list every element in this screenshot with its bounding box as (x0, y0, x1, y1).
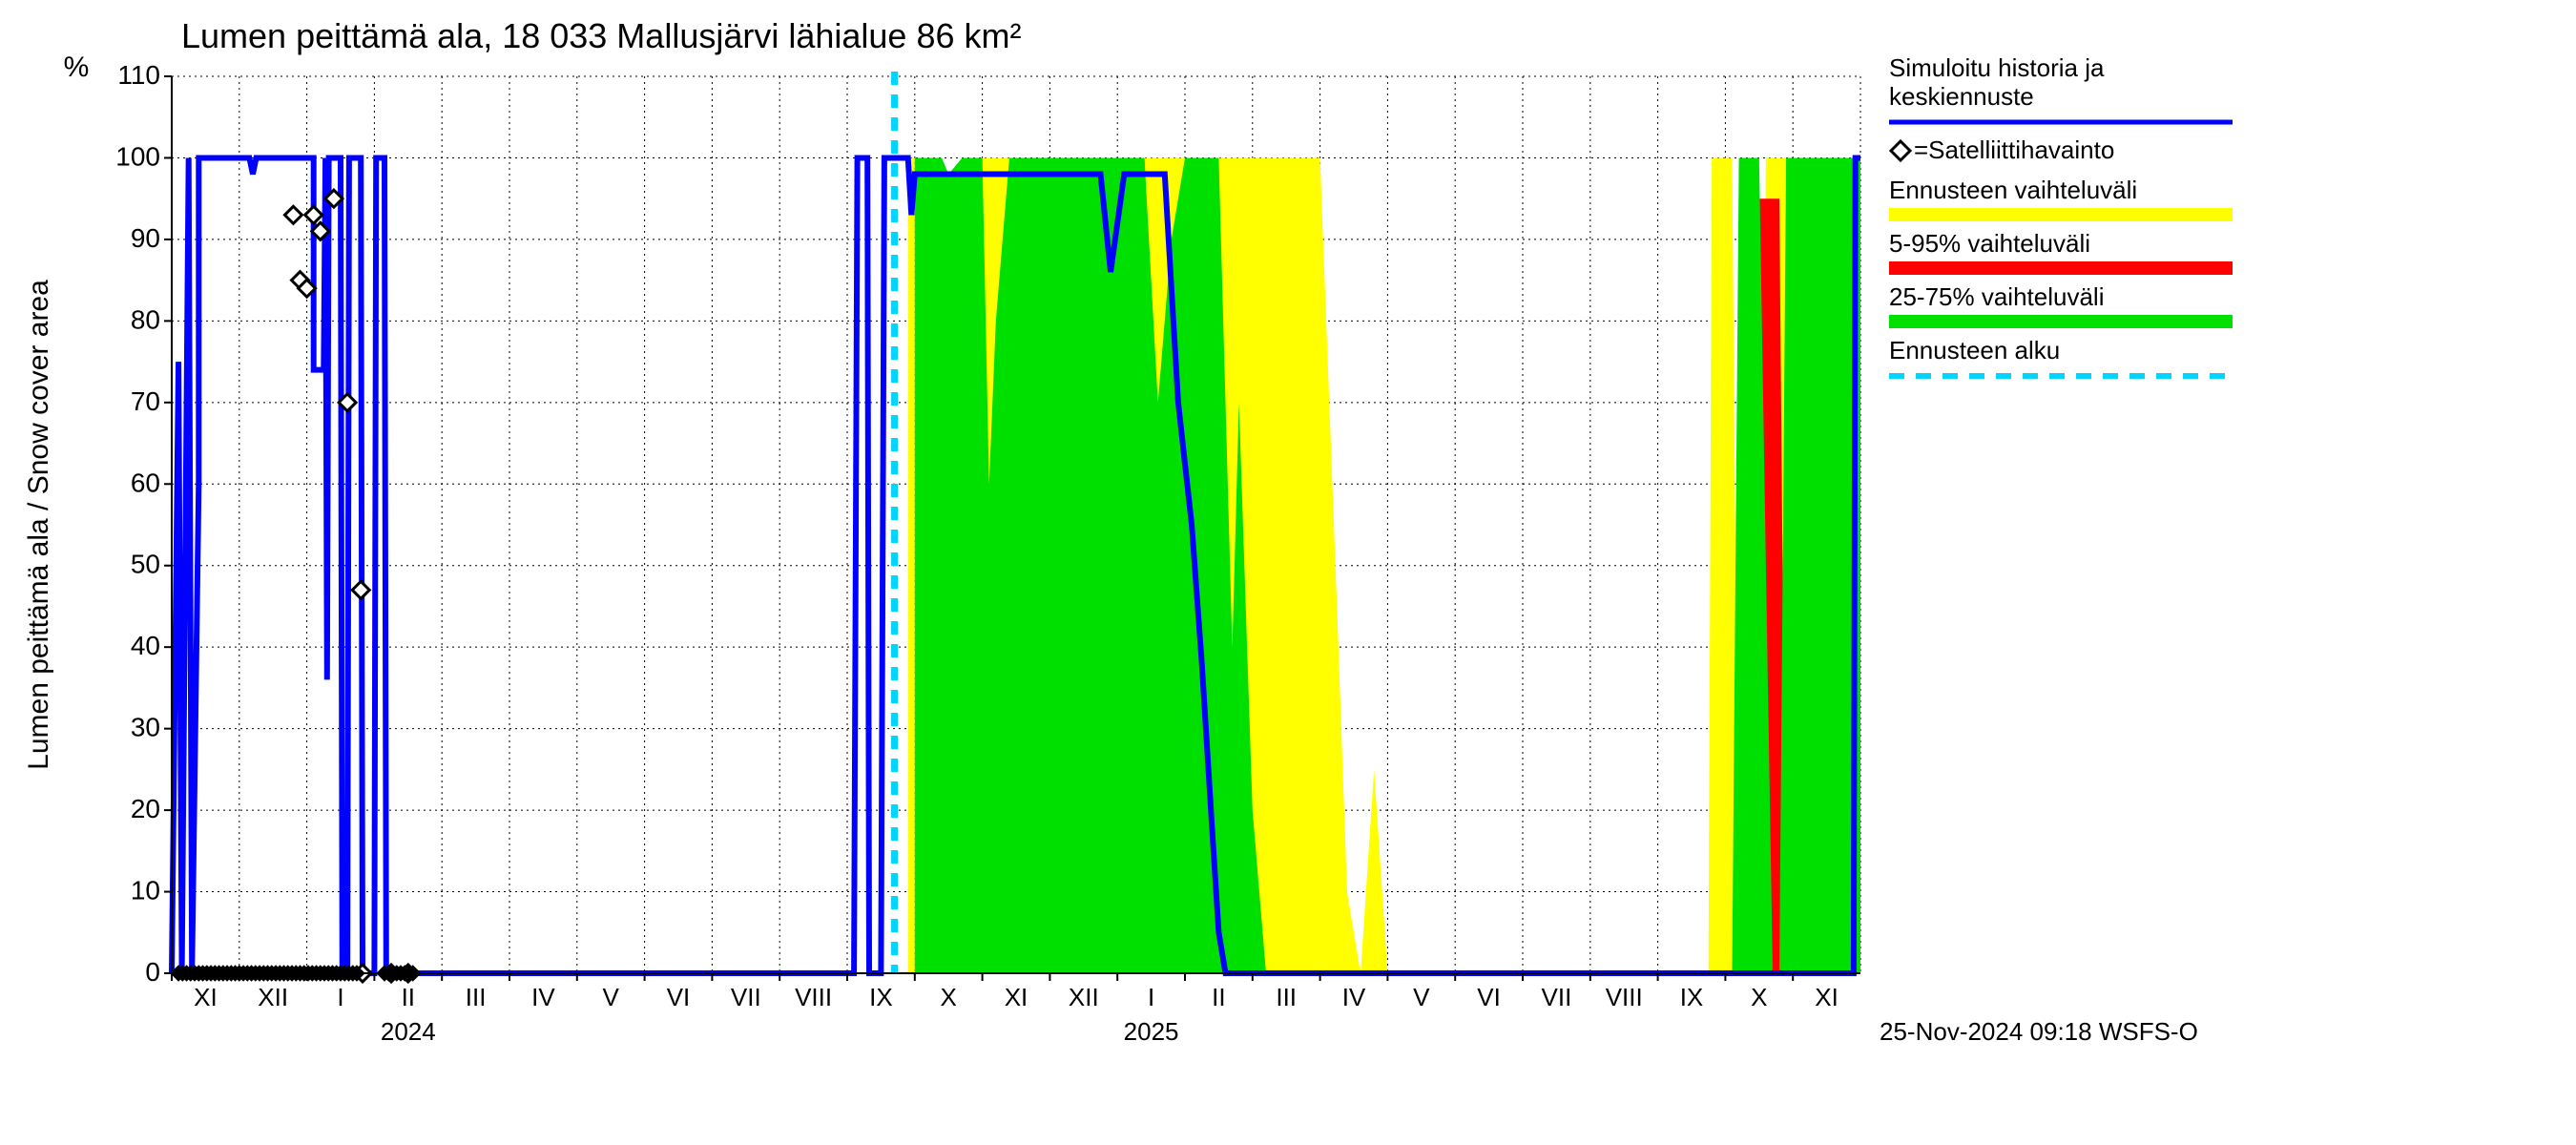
x-tick-label: XI (1005, 983, 1028, 1011)
x-tick-label: V (1413, 983, 1430, 1011)
y-tick-label: 30 (131, 713, 160, 742)
footer-text: 25-Nov-2024 09:18 WSFS-O (1880, 1017, 2198, 1046)
y-tick-label: 40 (131, 631, 160, 660)
x-tick-label: VI (667, 983, 691, 1011)
chart-svg: 0102030405060708090100110XIXIIIIIIIIIVVV… (10, 10, 2566, 1135)
x-tick-label: XI (1815, 983, 1839, 1011)
x-tick-label: II (1212, 983, 1225, 1011)
x-tick-label: VII (1542, 983, 1572, 1011)
x-tick-label: VII (731, 983, 761, 1011)
legend-label: keskiennuste (1889, 82, 2034, 111)
x-tick-label: IV (531, 983, 555, 1011)
x-tick-label: XI (194, 983, 218, 1011)
x-tick-label: X (1751, 983, 1767, 1011)
x-tick-label: XII (1069, 983, 1099, 1011)
chart-container: 0102030405060708090100110XIXIIIIIIIIIVVV… (10, 10, 2566, 1135)
y-tick-label: 10 (131, 876, 160, 906)
y-tick-label: 70 (131, 386, 160, 416)
legend-label: 5-95% vaihteluväli (1889, 229, 2090, 258)
y-tick-label: 110 (117, 60, 160, 90)
x-tick-label: III (466, 983, 487, 1011)
x-tick-label: IX (869, 983, 893, 1011)
legend-label: 25-75% vaihteluväli (1889, 282, 2104, 311)
chart-title: Lumen peittämä ala, 18 033 Mallusjärvi l… (181, 16, 1021, 55)
y-tick-label: 100 (115, 141, 160, 171)
year-label: 2024 (381, 1017, 436, 1046)
y-tick-label: 50 (131, 550, 160, 579)
y-tick-label: 0 (145, 957, 160, 987)
x-tick-label: V (603, 983, 620, 1011)
y-axis-unit: % (64, 52, 90, 83)
x-tick-label: VIII (1606, 983, 1643, 1011)
y-tick-label: 20 (131, 794, 160, 823)
year-label: 2025 (1124, 1017, 1179, 1046)
legend-label: Simuloitu historia ja (1889, 53, 2105, 82)
y-axis-label: Lumen peittämä ala / Snow cover area (23, 280, 54, 770)
x-tick-label: X (941, 983, 957, 1011)
x-tick-label: I (1148, 983, 1154, 1011)
x-tick-label: IX (1680, 983, 1704, 1011)
y-tick-label: 90 (131, 223, 160, 253)
x-tick-label: IV (1342, 983, 1366, 1011)
x-tick-label: VI (1477, 983, 1501, 1011)
y-tick-label: 80 (131, 304, 160, 334)
legend-label: Ennusteen alku (1889, 336, 2060, 364)
x-tick-label: II (402, 983, 415, 1011)
y-tick-label: 60 (131, 468, 160, 497)
x-tick-label: XII (258, 983, 288, 1011)
x-tick-label: VIII (795, 983, 832, 1011)
legend-label: Ennusteen vaihteluväli (1889, 176, 2137, 204)
x-tick-label: III (1276, 983, 1297, 1011)
x-tick-label: I (337, 983, 343, 1011)
legend-label: =Satelliittihavainto (1914, 135, 2114, 164)
